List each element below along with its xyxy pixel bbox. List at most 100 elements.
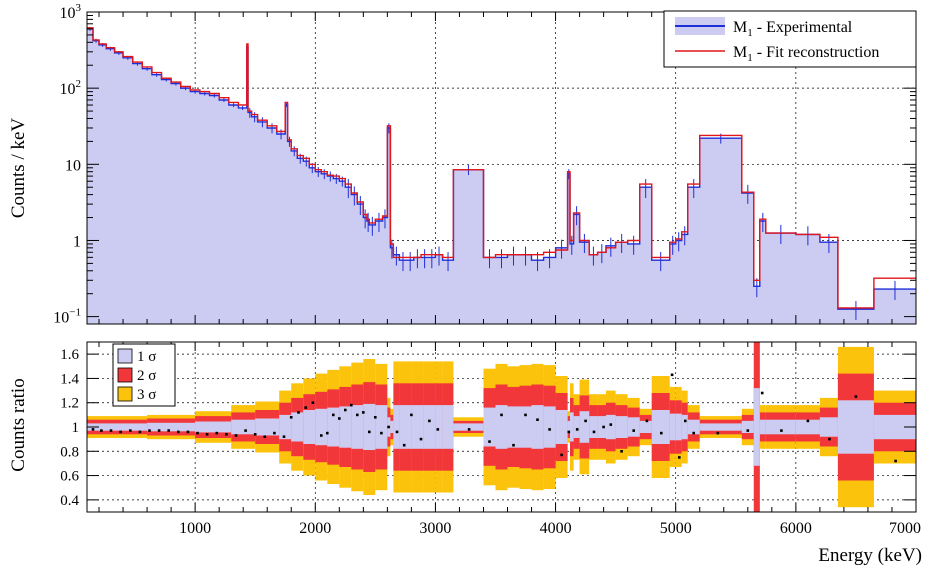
spectrum-ytick-label-1: 102 [60,78,82,98]
ratio-point [225,433,228,436]
sigma1-band [507,406,520,448]
ratio-point [806,419,810,423]
ratio-xtick-label-2: 3000 [419,520,451,537]
ratio-point [109,429,113,432]
ratio-point [244,429,247,432]
sigma1-band [435,405,443,449]
ratio-point [129,429,132,432]
legend-2sigma-label: 2 σ [137,368,156,384]
ratio-point [138,430,142,434]
ratio-point [645,419,649,423]
ratio-point [374,416,377,419]
sigma1-band [615,416,628,438]
ratio-point [289,416,293,419]
sigma1-band [669,413,676,441]
ratio-ytick-label-1: 0.6 [60,469,79,485]
ratio-point [167,429,170,432]
sigma1-band [495,405,508,449]
ratio-point [592,430,596,434]
ratio-point [362,411,365,414]
sigma1-band [627,417,640,437]
ratio-point [632,429,635,432]
spectrum-ytick-base: 10 [53,310,69,327]
ratio-panel: 0.4 0.6 0.8 1 1.2 1.4 1.6 1000 2000 3000 4000 5000… [8,341,922,566]
ratio-point [234,434,238,437]
ratio-point [609,423,613,426]
ratio-y-axis-label: Counts ratio [8,378,29,471]
ratio-point [548,428,551,431]
spectrum-ytick-base: 10 [60,81,76,98]
sigma1-band [399,405,412,449]
ratio-point [419,437,423,441]
ratio-bands [87,342,916,512]
ratio-ytick-label-0: 0.4 [60,493,79,509]
sigma1-band [579,411,590,443]
ratio-ytick-label-5: 1.4 [60,371,79,387]
sigma1-band [675,413,682,441]
ratio-point [780,429,783,432]
spectrum-ytick-exponent: −1 [69,307,81,319]
ratio-point [350,403,353,407]
ratio-point [368,430,371,434]
ratio-point [304,406,307,409]
ratio-point [356,413,359,417]
ratio-x-axis-label: Energy (keV) [818,545,922,566]
sigma1-band [570,412,574,442]
sigma1-band [639,420,652,433]
sigma1-band [453,423,484,431]
spectrum-ytick-label-0: 103 [60,2,82,22]
sigma1-band [543,406,556,448]
spectrum-ytick-label-2: 10 [65,157,81,174]
ratio-point [91,428,95,431]
spectrum-y-axis-label: Counts / keV [8,118,29,219]
ratio-point [320,434,323,437]
spectrum-ytick-base: 1 [73,233,81,250]
ratio-point [148,429,151,432]
sigma1-band [327,407,340,447]
ratio-point [395,430,399,434]
sigma1-band [519,406,532,448]
ratio-ytick-label-6: 1.6 [60,347,79,363]
ratio-point [326,431,329,435]
ratio-xtick-label-5: 6000 [780,520,812,537]
sigma1-band [483,407,496,447]
sigma1-band [699,423,742,431]
spectrum-legend: M1 - Experimental M1 - Fit reconstructio… [663,10,917,68]
ratio-point [488,440,491,443]
ratio-point [273,431,276,435]
ratio-point [282,435,286,438]
ratio-points [91,373,897,463]
fit-histogram-line [87,27,916,309]
ratio-point [196,431,199,435]
ratio-xtick-label-1: 2000 [299,520,331,537]
sigma1-band [363,403,376,450]
spectrum-ytick-exponent: 2 [76,78,82,90]
legend-fit-suffix: - Fit reconstruction [753,44,880,61]
ratio-point [380,431,383,435]
ratio-point [100,429,103,432]
sigma1-band [411,405,424,449]
ratio-ticks [87,342,917,512]
legend-3sigma-swatch [117,386,133,402]
sigma1-band [765,419,796,435]
ratio-point [716,431,720,435]
sigma1-band [681,414,688,440]
sigma1-band [303,410,316,444]
sigma1-band [741,420,754,433]
ratio-point [215,431,219,435]
sigma1-band [606,414,616,440]
sigma1-band [573,416,580,438]
sigma1-band [195,421,232,433]
legend-experimental-prefix: M [733,19,747,36]
sigma1-band [390,420,394,433]
ratio-legend: 1 σ 2 σ 3 σ [112,343,176,407]
ratio-point [263,435,267,438]
sigma1-band [442,405,454,449]
ratio-point [157,429,161,432]
sigma1-band [111,423,147,431]
spectrum-border [86,11,917,325]
legend-1sigma-swatch [117,348,133,364]
